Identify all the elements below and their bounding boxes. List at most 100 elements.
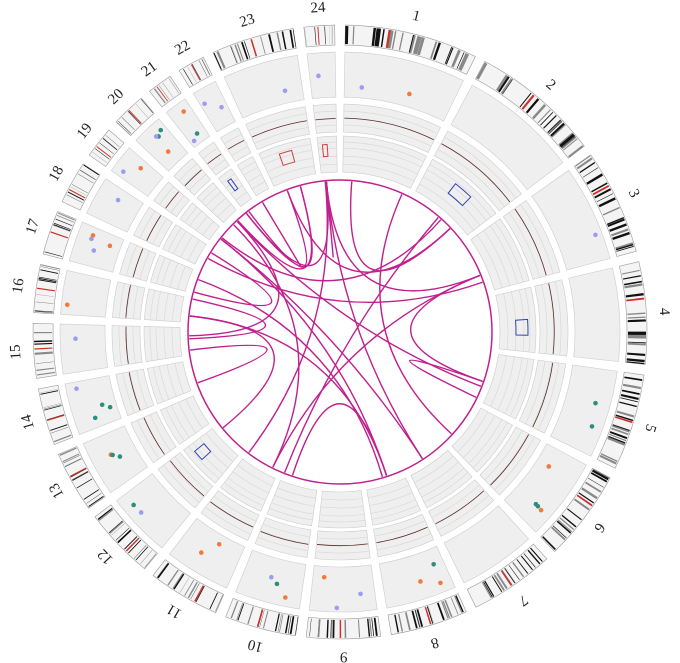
dot-track: [192, 80, 236, 133]
band: [409, 35, 416, 53]
band: [561, 515, 577, 528]
signal-line: [146, 215, 162, 241]
centromere: [190, 64, 201, 81]
band: [543, 115, 557, 129]
band: [71, 184, 88, 194]
band: [620, 397, 639, 403]
band: [128, 539, 142, 554]
chromosome: 12: [94, 427, 239, 570]
line-track: [434, 130, 522, 212]
band: [376, 28, 382, 47]
track-grid: [164, 293, 169, 321]
signal-line: [143, 417, 165, 455]
band: [290, 616, 295, 635]
band: [512, 562, 525, 578]
centromere: [125, 537, 140, 552]
band: [92, 152, 108, 163]
track-grid: [317, 536, 368, 540]
signal-line: [165, 191, 179, 209]
track-grid: [343, 124, 432, 147]
band: [622, 383, 642, 390]
band: [626, 358, 645, 363]
track-grid: [518, 289, 525, 352]
band: [190, 583, 200, 600]
band: [111, 523, 125, 536]
chromosome: 4: [495, 261, 672, 365]
dot: [89, 236, 94, 242]
dot: [92, 415, 98, 421]
band: [117, 529, 132, 543]
band: [504, 567, 516, 584]
track-grid: [199, 437, 229, 468]
dot: [181, 109, 186, 114]
band: [279, 614, 284, 633]
band: [627, 341, 646, 344]
signal-line: [207, 153, 222, 165]
line-track: [316, 135, 338, 174]
chromosome-label: 11: [164, 601, 185, 622]
dot-track: [550, 364, 618, 457]
chromosome-label: 22: [172, 38, 193, 59]
band: [281, 31, 287, 50]
dot-track: [110, 147, 164, 197]
track-grid: [166, 364, 177, 397]
band: [352, 26, 355, 45]
band: [105, 135, 120, 147]
band: [498, 76, 510, 93]
signal-line: [435, 490, 485, 525]
band: [99, 142, 114, 155]
track-grid: [468, 419, 503, 464]
band: [621, 269, 640, 275]
band: [187, 66, 197, 83]
track-grid: [158, 366, 170, 400]
signal-line: [184, 169, 202, 186]
track-grid: [277, 487, 316, 499]
chromosome-label: 20: [105, 86, 127, 108]
band: [452, 50, 461, 68]
band: [576, 157, 593, 170]
track-grid: [520, 204, 554, 274]
band: [373, 617, 378, 636]
dot: [283, 595, 288, 600]
band: [62, 453, 80, 463]
track-grid: [168, 460, 205, 498]
line-track: [266, 480, 318, 527]
signal-line: [128, 372, 141, 411]
track-grid: [504, 357, 523, 414]
track-grid: [133, 286, 139, 319]
band: [609, 433, 627, 442]
band: [599, 454, 617, 465]
line-track: [254, 517, 312, 558]
band: [304, 28, 307, 46]
track-grid: [437, 149, 505, 207]
band: [404, 612, 411, 631]
band: [187, 581, 198, 599]
band: [35, 301, 54, 304]
dot-track: [378, 545, 456, 609]
band: [527, 549, 541, 565]
track-grid: [261, 143, 312, 160]
dot: [90, 233, 96, 238]
link: [198, 278, 384, 478]
signal-line: [514, 208, 547, 276]
link: [325, 181, 423, 459]
track-grid: [247, 174, 262, 183]
track-grid: [174, 456, 209, 492]
band: [573, 498, 590, 511]
track-grid: [159, 186, 174, 205]
centromere: [46, 414, 65, 421]
band: [36, 367, 55, 371]
signal-line: [228, 139, 245, 150]
band: [262, 610, 269, 629]
dot: [115, 197, 121, 203]
chromosome-label: 3: [625, 187, 643, 201]
chromosome-label: 16: [10, 277, 28, 295]
band: [610, 228, 629, 237]
ideogram: [149, 75, 182, 108]
track-grid: [155, 326, 159, 360]
band: [64, 458, 82, 467]
band: [55, 218, 73, 226]
band: [324, 26, 326, 45]
line-track: [153, 181, 190, 218]
cnv-step: [227, 178, 239, 192]
